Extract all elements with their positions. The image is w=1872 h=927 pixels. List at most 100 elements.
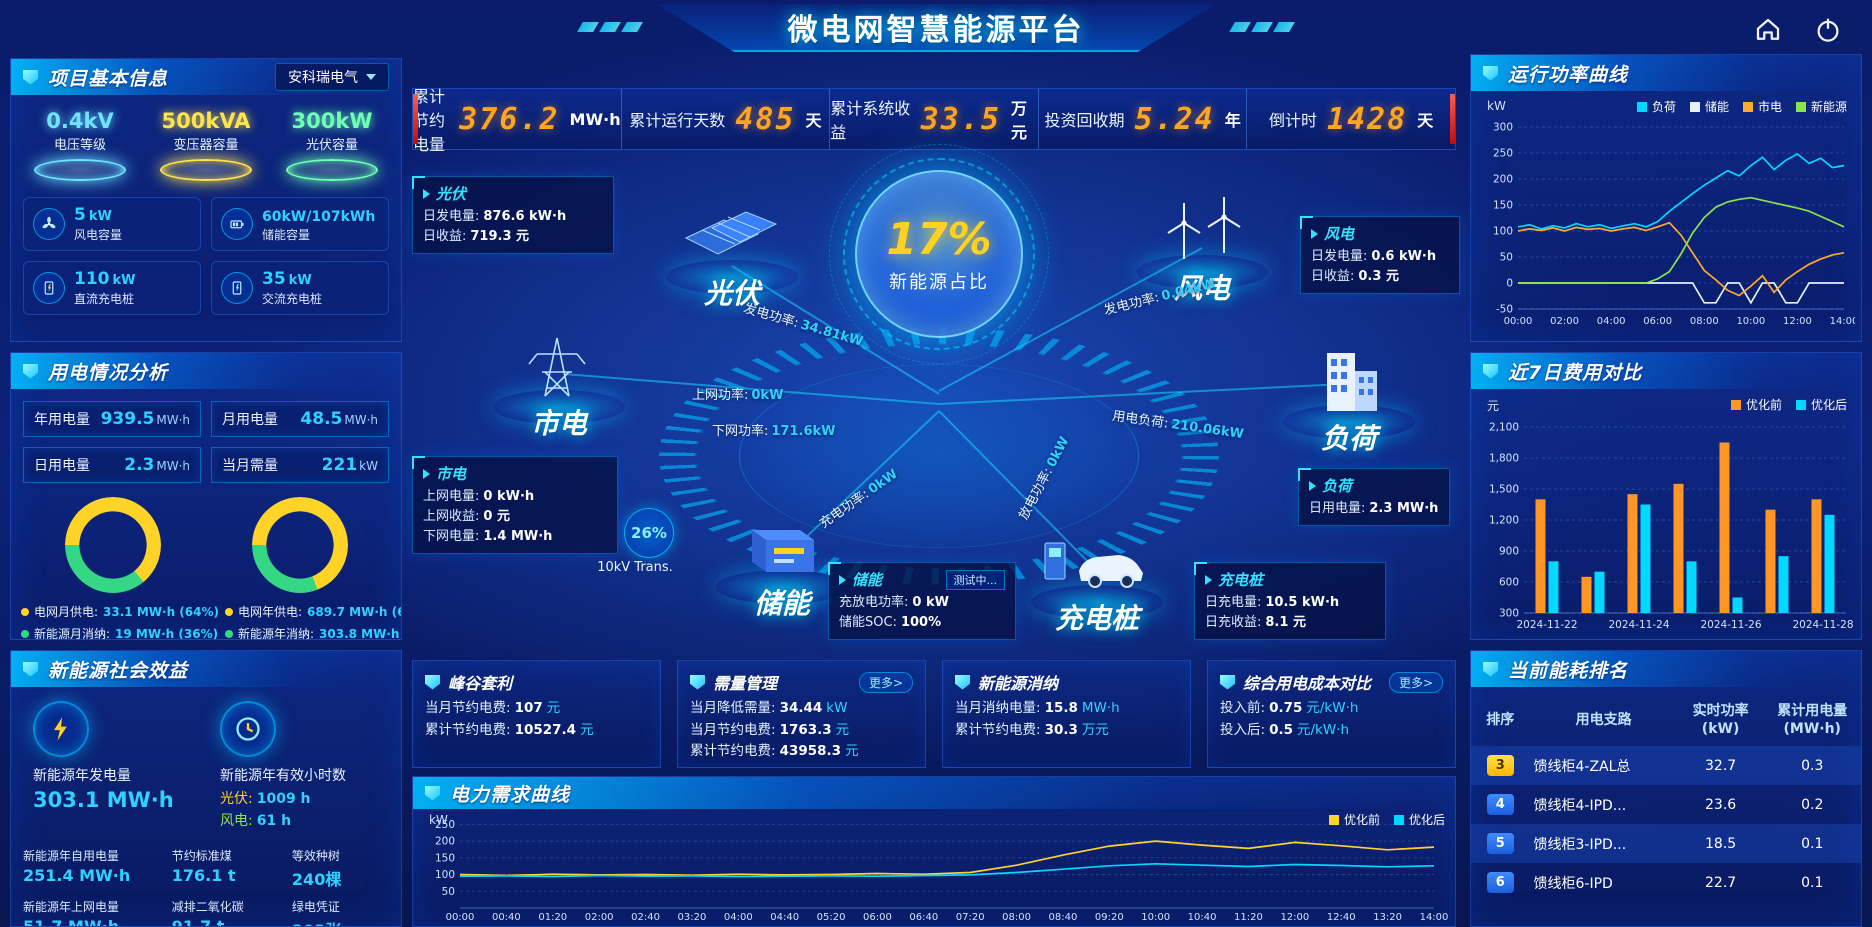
stat-value: 51.7 MW·h [23, 916, 120, 927]
legend-value: 19 MW·h (36%) [115, 626, 219, 640]
svg-text:13:20: 13:20 [1373, 912, 1402, 923]
stat-month-demand: 当月需量 221 kW [211, 447, 389, 483]
legend-item[interactable]: 新能源 [1795, 98, 1847, 115]
row-value: 10.5 kW·h [1265, 595, 1340, 610]
row-label: 日收益: [423, 229, 467, 245]
row-value: 34.44 [779, 700, 823, 716]
legend-label: 储能 [1704, 100, 1729, 114]
row-label: 累计节约电费: [425, 721, 511, 738]
node-charger[interactable]: 充电桩 [1022, 521, 1172, 637]
svg-text:50: 50 [1500, 252, 1513, 264]
svg-text:00:40: 00:40 [492, 912, 521, 923]
row-unit: 元 [835, 721, 850, 738]
arrow-icon [423, 188, 430, 199]
stat-label: 储能容量 [262, 227, 311, 242]
rank-badge: 3 [1486, 755, 1514, 776]
card-title-row: 负荷 [1309, 475, 1439, 496]
card-title-row: 充电桩 [1205, 569, 1375, 590]
dc-charger-icon [33, 272, 65, 304]
table-row[interactable]: 4 馈线柜4-IPD... 23.6 0.2 [1471, 785, 1861, 824]
svg-text:14:00: 14:00 [1830, 316, 1855, 327]
row-value: 876.6 kW·h [483, 209, 567, 224]
svg-text:150: 150 [1493, 200, 1513, 212]
flow-label: 下网功率: [712, 424, 769, 439]
node-platform [493, 390, 625, 424]
donut-legend: 电网月供电: 33.1 MW·h (64%) 电网年供电: 689.7 MW·h (… [11, 593, 401, 640]
panel-header: 电力需求曲线 [413, 777, 1455, 809]
stat-label: 月用电量 [222, 412, 278, 428]
card-row: 充放电功率: 0 kW [839, 593, 1005, 613]
stat-value: 60kW/107kWh [262, 208, 376, 225]
legend-item[interactable]: 优化后 [1795, 396, 1847, 413]
kpi-unit: MW·h [569, 109, 621, 129]
company-dropdown[interactable]: 安科瑞电气 [275, 63, 389, 91]
more-button[interactable]: 更多> [858, 671, 913, 693]
legend-dot [224, 629, 233, 638]
row-value: 719.3 元 [470, 229, 530, 245]
table-row[interactable]: 5 馈线柜3-IPD... 18.5 0.1 [1471, 824, 1861, 863]
y-axis-unit: kW [1487, 99, 1506, 113]
legend-swatch [1795, 399, 1806, 410]
panel-social-benefit: 新能源社会效益 新能源年发电量 303.1 MW·h 新能源年有效小时数 光伏:… [10, 650, 402, 927]
card-title: 充电桩 [1218, 571, 1264, 589]
gauge-label: 变压器容量 [173, 138, 239, 153]
power-button[interactable] [1810, 12, 1846, 48]
panel-header: 项目基本信息 安科瑞电气 [11, 59, 401, 95]
home-button[interactable] [1750, 12, 1786, 48]
gauge-label: 电压等级 [53, 138, 106, 153]
panel-cost-comparison: 综合用电成本对比 更多> 投入前: 0.75 元/kW·h 投入后: 0.5 元/kW·h [1207, 660, 1456, 768]
svg-text:00:00: 00:00 [446, 912, 475, 923]
card-title: 储能 [852, 571, 883, 589]
node-wind[interactable]: 风电 [1127, 191, 1277, 307]
stat-value: 91.7 t [171, 916, 225, 927]
kpi-item: 倒计时 1428 天 [1246, 89, 1455, 149]
panel-title: 需量管理 [713, 674, 778, 693]
pv-hours: 光伏: 1009 h [220, 788, 393, 810]
flow-value: 0kW [751, 388, 784, 403]
table-row[interactable]: 6 馈线柜6-IPD 22.7 0.1 [1471, 863, 1861, 902]
legend-item[interactable]: 储能 [1689, 98, 1729, 115]
row-label: 充放电功率: [839, 595, 909, 610]
circuit-name: 馈线柜6-IPD [1533, 875, 1613, 892]
row-unit: 元 [546, 700, 561, 716]
load-info-card: 负荷 日用电量: 2.3 MW·h [1298, 468, 1450, 527]
row-value: 0 元 [483, 509, 510, 525]
node-grid[interactable]: 市电 [484, 326, 634, 442]
wind-info-card: 风电 日发电量: 0.6 kW·h 日收益: 0.3 元 [1300, 216, 1460, 295]
stat-label: 减排二氧化碳 [171, 899, 244, 914]
y-axis-unit: kW [429, 813, 448, 827]
stat-value: 251.4 MW·h [23, 865, 131, 885]
row-label: 累计节约电费: [955, 721, 1041, 738]
stat-unit: MW·h [344, 413, 378, 427]
chart-legend: 优化前 优化后 [1328, 811, 1445, 828]
node-platform [1136, 255, 1268, 289]
card-title-row: 储能 测试中... [839, 569, 1005, 590]
legend-item[interactable]: 优化前 [1730, 396, 1782, 413]
month-supply-donut [64, 497, 161, 593]
energy-value: 0.3 [1801, 757, 1824, 774]
node-pv[interactable]: 光伏 [657, 196, 807, 312]
row-value: 15.8 [1044, 700, 1078, 716]
stat-label: 新能源年上网电量 [23, 899, 120, 914]
energy-value: 0.1 [1801, 835, 1824, 852]
node-load[interactable]: 负荷 [1274, 341, 1424, 457]
donut-charts [11, 487, 401, 593]
kpi-value: 485 [735, 101, 796, 137]
svg-text:10:00: 10:00 [1736, 316, 1765, 327]
legend-item[interactable]: 优化前 [1328, 811, 1380, 828]
header-decoration-left [577, 22, 643, 32]
stat-value: 939.5 [100, 409, 155, 429]
panel-header: 运行功率曲线 [1471, 55, 1861, 91]
more-button[interactable]: 更多> [1388, 671, 1443, 693]
row-label: 日充收益: [1205, 615, 1262, 631]
legend-item[interactable]: 市电 [1742, 98, 1782, 115]
legend-item[interactable]: 优化后 [1393, 811, 1445, 828]
stat-row: 当月节约电费: 107 元 [425, 698, 648, 720]
table-row[interactable]: 3 馈线柜4-ZAL总 32.7 0.3 [1471, 746, 1861, 785]
legend-item[interactable]: 负荷 [1636, 98, 1676, 115]
svg-text:150: 150 [435, 852, 455, 864]
row-value: 107 [514, 700, 543, 716]
circuit-name: 馈线柜3-IPD... [1533, 836, 1627, 853]
node-storage[interactable]: 储能 [707, 506, 857, 622]
svg-text:09:20: 09:20 [1095, 912, 1124, 923]
